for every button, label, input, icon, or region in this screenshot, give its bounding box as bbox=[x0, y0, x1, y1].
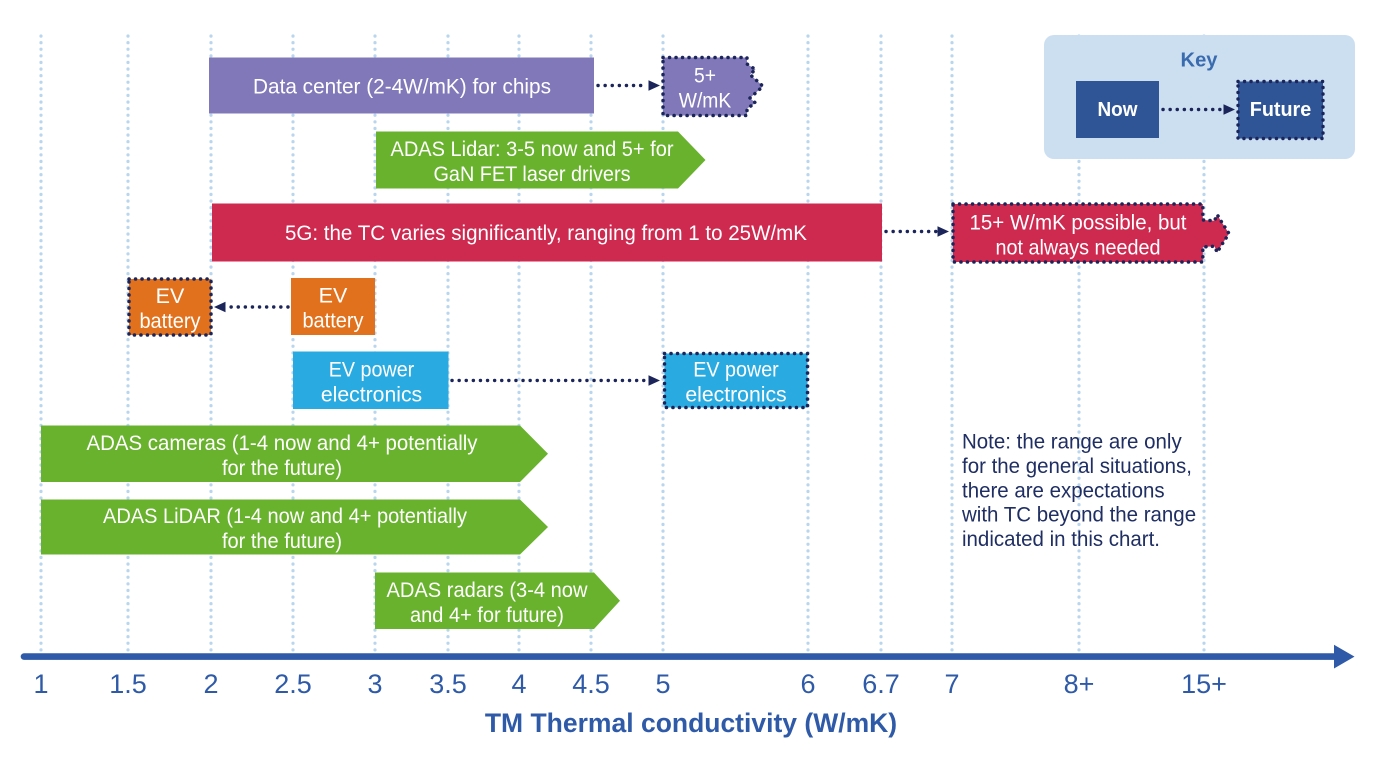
svg-text:EV power: EV power bbox=[693, 357, 779, 381]
svg-text:and 4+ for future): and 4+ for future) bbox=[410, 603, 564, 627]
svg-text:2: 2 bbox=[203, 669, 218, 699]
svg-text:electronics: electronics bbox=[321, 382, 422, 406]
svg-text:Note: the range are only: Note: the range are only bbox=[962, 431, 1182, 454]
svg-text:5+: 5+ bbox=[694, 64, 716, 88]
svg-text:EV power: EV power bbox=[329, 357, 415, 381]
svg-text:GaN FET laser drivers: GaN FET laser drivers bbox=[434, 162, 631, 186]
svg-text:EV: EV bbox=[319, 284, 348, 308]
svg-text:6: 6 bbox=[800, 669, 815, 699]
svg-text:6.7: 6.7 bbox=[862, 669, 900, 699]
svg-text:EV: EV bbox=[156, 284, 185, 308]
svg-text:with TC beyond the range: with TC beyond the range bbox=[961, 504, 1196, 527]
svg-text:indicated in this chart.: indicated in this chart. bbox=[962, 528, 1160, 551]
svg-text:1.5: 1.5 bbox=[109, 669, 147, 699]
svg-text:ADAS cameras (1-4 now and 4+ p: ADAS cameras (1-4 now and 4+ potentially bbox=[87, 431, 478, 455]
svg-text:battery: battery bbox=[302, 309, 363, 333]
svg-text:15+: 15+ bbox=[1181, 669, 1227, 699]
svg-text:Now: Now bbox=[1098, 99, 1138, 121]
svg-text:8+: 8+ bbox=[1064, 669, 1095, 699]
svg-text:15+ W/mK possible, but: 15+ W/mK possible, but bbox=[970, 211, 1187, 235]
svg-text:Future: Future bbox=[1250, 99, 1312, 121]
svg-text:ADAS LiDAR (1-4 now and 4+ pot: ADAS LiDAR (1-4 now and 4+ potentially bbox=[103, 504, 467, 528]
svg-text:battery: battery bbox=[139, 309, 200, 333]
svg-text:TM Thermal conductivity (W/mK): TM Thermal conductivity (W/mK) bbox=[485, 708, 897, 738]
svg-text:3.5: 3.5 bbox=[429, 669, 467, 699]
svg-text:5G: the TC varies significantl: 5G: the TC varies significantly, ranging… bbox=[285, 221, 808, 245]
svg-text:there are expectations: there are expectations bbox=[962, 479, 1165, 502]
svg-text:not always needed: not always needed bbox=[996, 236, 1161, 260]
svg-text:4: 4 bbox=[511, 669, 526, 699]
svg-text:ADAS radars (3-4 now: ADAS radars (3-4 now bbox=[387, 578, 588, 602]
svg-text:ADAS Lidar: 3-5 now and 5+ for: ADAS Lidar: 3-5 now and 5+ for bbox=[391, 137, 674, 161]
svg-text:for the future): for the future) bbox=[222, 529, 342, 553]
svg-text:for the general situations,: for the general situations, bbox=[962, 455, 1192, 478]
svg-text:Data center (2-4W/mK) for chip: Data center (2-4W/mK) for chips bbox=[253, 75, 551, 99]
svg-text:Key: Key bbox=[1181, 49, 1219, 72]
svg-text:1: 1 bbox=[33, 669, 48, 699]
svg-text:7: 7 bbox=[944, 669, 959, 699]
svg-text:for the future): for the future) bbox=[222, 456, 342, 480]
svg-text:electronics: electronics bbox=[685, 382, 786, 406]
svg-text:5: 5 bbox=[655, 669, 670, 699]
svg-text:W/mK: W/mK bbox=[679, 89, 732, 113]
svg-text:3: 3 bbox=[367, 669, 382, 699]
svg-text:4.5: 4.5 bbox=[572, 669, 610, 699]
svg-text:2.5: 2.5 bbox=[274, 669, 312, 699]
